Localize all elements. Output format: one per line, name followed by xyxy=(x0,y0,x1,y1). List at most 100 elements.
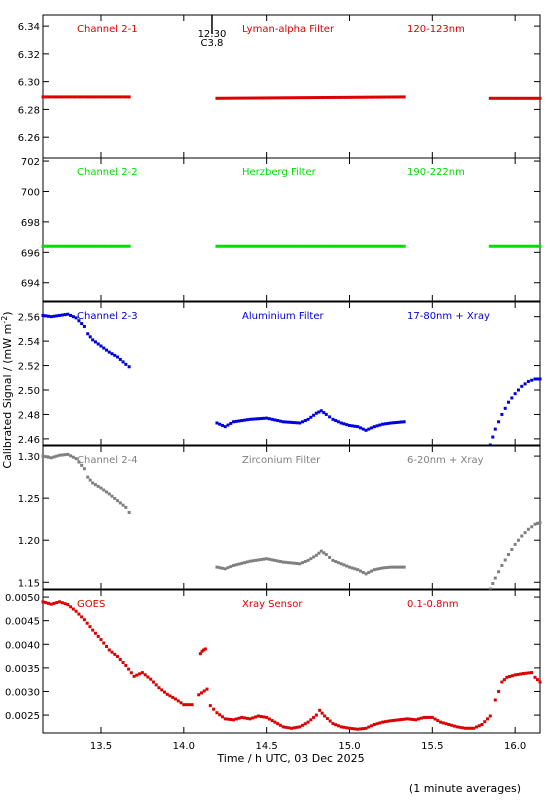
data-point-goes xyxy=(149,677,153,681)
data-point-ch21 xyxy=(295,96,299,100)
data-point-ch23 xyxy=(526,379,530,383)
data-point-ch22 xyxy=(72,244,76,248)
data-point-ch22 xyxy=(215,244,219,248)
data-point-goes xyxy=(85,621,89,625)
data-point-ch24 xyxy=(99,486,103,490)
y-tick-label-goes: 0.0040 xyxy=(5,640,40,651)
data-point-ch24 xyxy=(386,565,390,569)
panel-ch22: 694 696 698 700 702 Channel 2-2 Herzberg Filte… xyxy=(21,157,542,302)
panel-ch23: 2.46 2.48 2.50 2.52 2.54 2.56 Channel 2-3 Alumi… xyxy=(18,301,542,447)
data-point-ch21 xyxy=(116,95,120,99)
data-point-ch23 xyxy=(510,396,514,400)
data-point-ch22 xyxy=(394,244,398,248)
data-point-goes xyxy=(425,715,429,719)
data-point-ch21 xyxy=(47,95,51,99)
data-point-goes xyxy=(93,631,97,635)
data-point-ch21 xyxy=(83,95,87,99)
data-point-ch23 xyxy=(116,355,120,359)
data-point-ch22 xyxy=(80,244,84,248)
data-point-goes xyxy=(223,717,227,721)
data-point-ch24 xyxy=(82,467,86,471)
data-point-ch24 xyxy=(516,538,520,542)
data-point-ch23 xyxy=(402,420,406,424)
data-point-goes xyxy=(265,715,269,719)
data-point-ch23 xyxy=(113,353,117,357)
data-point-ch23 xyxy=(336,420,340,424)
data-point-ch22 xyxy=(276,244,280,248)
data-point-ch22 xyxy=(353,244,357,248)
data-point-ch21 xyxy=(52,95,56,99)
data-point-goes xyxy=(140,671,144,675)
data-point-goes xyxy=(483,720,487,724)
data-point-ch24 xyxy=(270,558,274,562)
data-point-ch24 xyxy=(232,563,236,567)
data-point-ch24 xyxy=(273,558,277,562)
data-point-ch22 xyxy=(262,244,266,248)
data-point-ch23 xyxy=(270,417,274,421)
data-point-ch23 xyxy=(503,406,507,410)
data-point-ch24 xyxy=(254,558,258,562)
data-point-goes xyxy=(364,726,368,730)
series-ch24 xyxy=(41,452,542,591)
data-point-ch24 xyxy=(383,566,387,570)
data-point-ch21 xyxy=(519,96,523,100)
data-point-ch22 xyxy=(513,244,517,248)
filter-label-ch24: Zirconium Filter xyxy=(242,455,321,466)
data-point-goes xyxy=(124,664,128,668)
band-label-ch24: 6-20nm + Xray xyxy=(407,455,484,466)
data-point-ch22 xyxy=(281,244,285,248)
data-point-ch23 xyxy=(536,377,540,381)
data-point-ch23 xyxy=(71,315,75,319)
data-point-goes xyxy=(237,716,241,720)
data-point-ch22 xyxy=(355,244,359,248)
data-point-goes xyxy=(328,719,332,723)
data-point-ch22 xyxy=(97,244,101,248)
data-point-ch23 xyxy=(223,425,227,429)
data-point-ch24 xyxy=(91,481,95,485)
data-point-goes xyxy=(353,727,357,731)
data-point-goes xyxy=(262,715,266,719)
filter-label-ch22: Herzberg Filter xyxy=(242,167,317,178)
data-point-ch22 xyxy=(242,244,246,248)
data-point-ch22 xyxy=(237,244,241,248)
data-point-ch21 xyxy=(97,95,101,99)
data-point-ch24 xyxy=(328,555,332,559)
data-point-ch24 xyxy=(102,488,106,492)
x-axis-ticks: 13.5 14.0 14.5 15.0 15.5 16.0 xyxy=(90,741,526,752)
data-point-goes xyxy=(276,722,280,726)
data-point-ch21 xyxy=(256,96,260,100)
data-point-goes xyxy=(290,726,293,730)
data-point-ch24 xyxy=(58,453,62,457)
data-point-ch22 xyxy=(41,244,45,248)
data-point-ch21 xyxy=(276,96,280,100)
data-point-ch23 xyxy=(342,422,346,426)
data-point-goes xyxy=(107,648,111,652)
data-point-goes xyxy=(55,601,59,605)
panel-ch21: 6.26 6.28 6.30 6.32 6.34 Channel 2-1 Lyman-alp… xyxy=(18,14,542,159)
data-point-goes xyxy=(497,689,501,693)
data-point-ch24 xyxy=(248,559,252,563)
data-point-goes xyxy=(486,717,490,721)
data-point-ch22 xyxy=(508,244,512,248)
data-point-ch21 xyxy=(342,95,346,99)
data-point-ch23 xyxy=(347,423,351,427)
data-point-ch24 xyxy=(306,558,310,562)
data-point-goes xyxy=(493,698,497,702)
data-point-goes xyxy=(82,618,86,622)
data-point-ch24 xyxy=(229,565,233,569)
data-point-goes xyxy=(102,641,106,645)
data-point-goes xyxy=(325,717,329,721)
data-point-ch24 xyxy=(538,521,542,525)
data-point-ch23 xyxy=(523,382,527,386)
data-point-ch24 xyxy=(110,494,114,498)
data-point-ch21 xyxy=(494,96,498,100)
data-point-ch23 xyxy=(513,392,517,396)
data-point-goes xyxy=(197,693,201,697)
data-point-ch23 xyxy=(317,410,321,414)
y-axis-label: Calibrated Signal / (mW m-2) xyxy=(0,311,14,468)
data-point-ch23 xyxy=(80,322,84,326)
data-point-goes xyxy=(171,695,175,699)
data-point-ch23 xyxy=(381,422,385,426)
data-point-ch24 xyxy=(331,558,335,562)
data-point-ch24 xyxy=(116,499,120,503)
